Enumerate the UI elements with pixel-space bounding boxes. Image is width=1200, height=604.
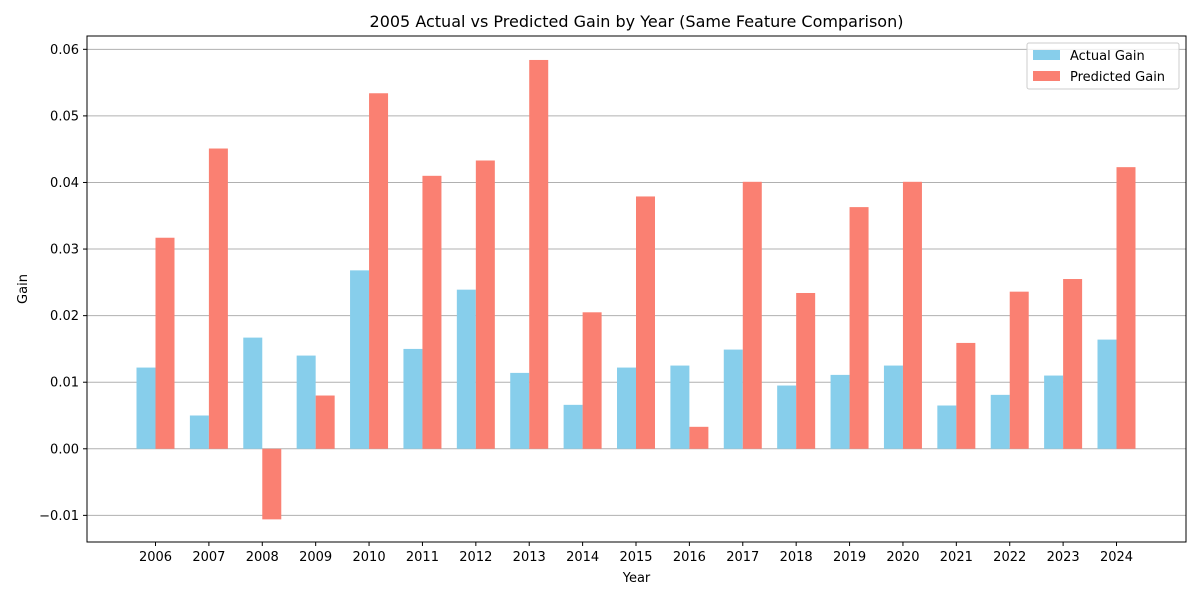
- y-tick-label: 0.04: [50, 176, 79, 191]
- x-tick-label: 2009: [299, 550, 332, 565]
- y-tick-label: 0.05: [50, 109, 79, 124]
- legend-swatch-predicted: [1033, 71, 1060, 81]
- legend-label-actual: Actual Gain: [1070, 49, 1145, 64]
- legend-swatch-actual: [1033, 50, 1060, 60]
- x-tick-label: 2022: [993, 550, 1026, 565]
- x-tick-label: 2010: [353, 550, 386, 565]
- predicted-gain-bar-2022: [1009, 291, 1029, 449]
- chart-title: 2005 Actual vs Predicted Gain by Year (S…: [370, 12, 904, 31]
- x-tick-label: 2016: [673, 550, 706, 565]
- actual-gain-bar-2024: [1097, 339, 1117, 449]
- predicted-gain-bar-2024: [1116, 167, 1136, 449]
- predicted-gain-bar-2017: [742, 181, 762, 449]
- x-tick-label: 2023: [1047, 550, 1080, 565]
- predicted-gain-bar-2007: [208, 148, 228, 449]
- x-tick-label: 2020: [886, 550, 919, 565]
- y-axis-label: Gain: [16, 274, 31, 304]
- predicted-gain-bar-2021: [956, 342, 976, 449]
- y-tick-label: −0.01: [39, 509, 79, 524]
- actual-gain-bar-2021: [937, 405, 957, 449]
- x-tick-label: 2019: [833, 550, 866, 565]
- predicted-gain-bar-2018: [796, 292, 816, 449]
- actual-gain-bar-2013: [510, 372, 530, 449]
- x-tick-label: 2012: [459, 550, 492, 565]
- actual-gain-bar-2023: [1044, 375, 1064, 449]
- y-tick-label: 0.02: [50, 309, 79, 324]
- x-tick-label: 2021: [940, 550, 973, 565]
- y-tick-label: 0.01: [50, 376, 79, 391]
- predicted-gain-bar-2014: [582, 312, 602, 449]
- actual-gain-bar-2019: [830, 374, 850, 449]
- predicted-gain-bar-2019: [849, 207, 869, 449]
- y-tick-label: 0.06: [50, 43, 79, 58]
- actual-gain-bar-2006: [136, 367, 156, 449]
- actual-gain-bar-2007: [189, 415, 209, 449]
- predicted-gain-bar-2020: [902, 181, 922, 449]
- axes-layer: −0.01 0.00 0.01 0.02 0.03 0.04 0.05 0.06 2006 200…: [39, 35, 1187, 565]
- x-tick-label: 2007: [192, 550, 225, 565]
- x-tick-label: 2011: [406, 550, 439, 565]
- predicted-gain-bar-2008: [262, 448, 282, 520]
- legend-label-predicted: Predicted Gain: [1070, 70, 1165, 85]
- actual-gain-bar-2015: [617, 367, 636, 449]
- legend-box: [1026, 42, 1180, 90]
- x-tick-label: 2008: [246, 550, 279, 565]
- actual-gain-bar-2012: [456, 289, 476, 449]
- x-axis-label: Year: [622, 571, 651, 586]
- plot-frame: [86, 35, 1187, 543]
- predicted-gain-bar-2011: [422, 175, 442, 449]
- predicted-gain-bar-2023: [1063, 279, 1083, 449]
- x-tick-label: 2014: [566, 550, 599, 565]
- actual-gain-bar-2017: [723, 349, 743, 449]
- actual-gain-bar-2010: [350, 270, 370, 449]
- actual-gain-bar-2008: [243, 337, 263, 449]
- x-tick-label: 2015: [619, 550, 652, 565]
- predicted-gain-bar-2010: [369, 93, 389, 449]
- x-tick-label: 2006: [139, 550, 172, 565]
- predicted-gain-bar-2012: [475, 160, 495, 449]
- actual-gain-bar-2016: [670, 365, 690, 449]
- actual-gain-bar-2022: [990, 394, 1010, 449]
- x-tick-label: 2018: [780, 550, 813, 565]
- actual-gain-bar-2014: [563, 404, 583, 449]
- legend: Actual Gain Predicted Gain: [1026, 42, 1180, 90]
- x-tick-label: 2017: [726, 550, 759, 565]
- predicted-gain-bar-2006: [155, 237, 175, 449]
- x-tick-label: 2024: [1100, 550, 1133, 565]
- predicted-gain-bar-2009: [315, 395, 335, 449]
- y-tick-label: 0.00: [50, 442, 79, 457]
- x-tick-label: 2013: [513, 550, 546, 565]
- actual-gain-bar-2009: [296, 355, 316, 449]
- actual-gain-bar-2020: [883, 365, 903, 449]
- y-tick-label: 0.03: [50, 243, 79, 258]
- actual-gain-bar-2018: [777, 385, 797, 449]
- actual-gain-bar-2011: [403, 348, 423, 449]
- predicted-gain-bar-2016: [689, 426, 709, 449]
- predicted-gain-bar-2015: [636, 196, 655, 449]
- predicted-gain-bar-2013: [529, 59, 549, 449]
- bars-layer: [136, 59, 1136, 520]
